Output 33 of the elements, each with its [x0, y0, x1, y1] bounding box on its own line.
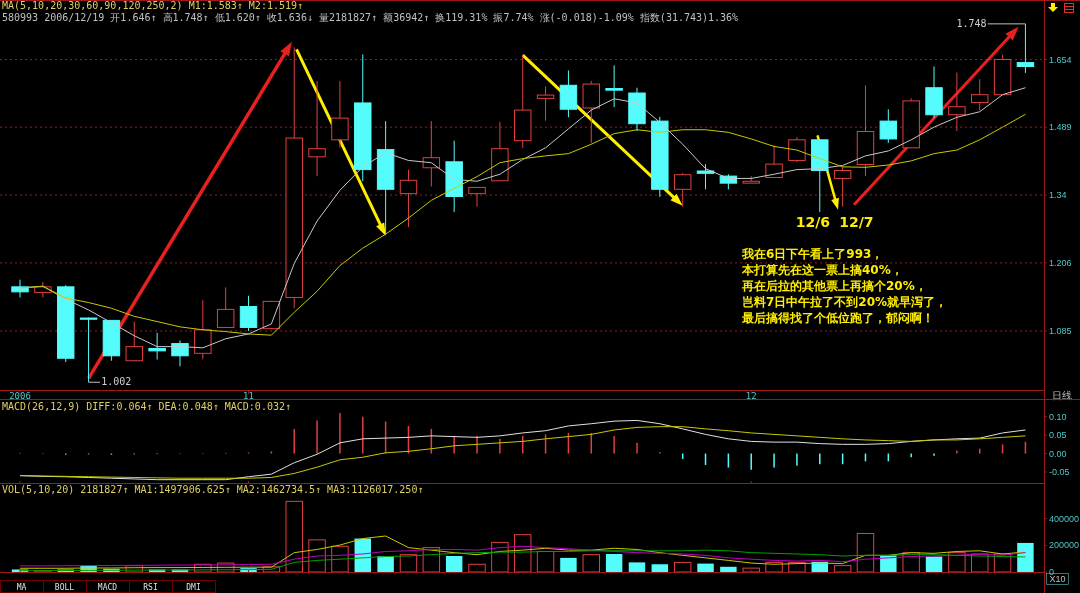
y-tick-label: 1.206 — [1049, 258, 1072, 269]
annotation: 再在后拉的其他票上再搞个20%， — [741, 279, 927, 293]
annotation: 岂料7日中午拉了不到20%就早泻了， — [742, 295, 948, 309]
x-tick-label: 12 — [745, 391, 757, 401]
tab-button: RSI — [129, 580, 173, 593]
tab-button: MACD — [86, 580, 130, 593]
annotation: 12/6 — [795, 214, 831, 230]
text: 580993 2006/12/19 开1.646↑ 高1.748↑ 低1.620↑ 收1.636↓ 量2181827↑ 额36942↑ 换119.31% 振7.74% 涨(-0.018)-1.09% 指数(31.743)1.36% — [2, 12, 739, 23]
annotation: 最后搞得找了个低位跑了，郁闷啊！ — [741, 311, 934, 325]
chart-title: MA(5,10,20,30,60,90,120,250,2) M1:1.583↑ M2:1.519↑ — [2, 0, 304, 11]
y-tick-label: -0.05 — [1049, 467, 1070, 478]
chart-title: MACD(26,12,9) DIFF:0.064↑ DEA:0.048↑ MACD:0.032↑ — [2, 401, 291, 412]
tab-button: MA — [0, 580, 44, 593]
y-tick-label: 0.05 — [1049, 430, 1067, 441]
y-tick-label: 0.10 — [1049, 411, 1067, 422]
chart-title: VOL(5,10,20) 2181827↑ MA1:1497906.625↑ MA2:1462734.5↑ MA3:1126017.250↑ — [2, 484, 424, 495]
annotation: 12/7 — [839, 214, 874, 230]
annotation: 本打算先在这一票上搞40%， — [741, 263, 903, 277]
y-tick-label: 1.654 — [1049, 54, 1072, 65]
y-tick-label: 1.489 — [1049, 122, 1072, 133]
y-tick-label: 0.00 — [1049, 448, 1067, 459]
y-axis-title: X10 — [1049, 574, 1066, 584]
x-tick-label: 11 — [243, 391, 254, 401]
tab-button: BOLL — [43, 580, 87, 593]
annotation: 我在6日下午看上了993， — [741, 247, 884, 261]
y-tick-label: 1.34 — [1049, 190, 1067, 201]
tab-button: DMI — [172, 580, 216, 593]
y-tick-label: 400000 — [1049, 513, 1080, 524]
y-tick-label: 1.085 — [1049, 326, 1072, 337]
x-tick-label: 2006 — [9, 391, 31, 401]
annotation: 1.748 — [956, 17, 987, 29]
annotation: 1.002 — [101, 376, 132, 388]
y-tick-label: 200000 — [1049, 540, 1080, 551]
